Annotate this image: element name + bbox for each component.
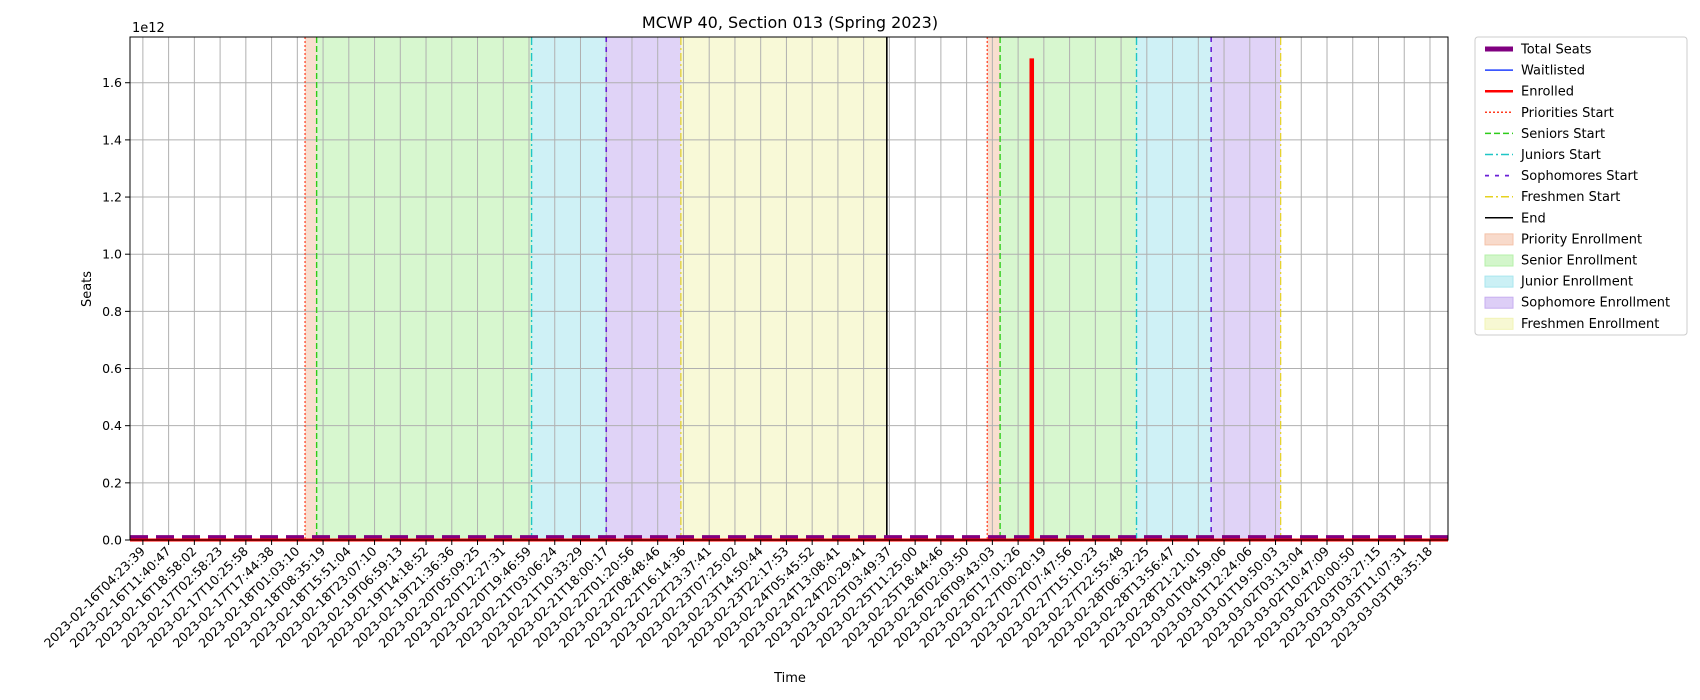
- x-axis: 2023-02-16T04:23:392023-02-16T11:40:4720…: [41, 540, 1435, 651]
- phase-band-4: [680, 37, 887, 540]
- legend-swatch: [1484, 317, 1514, 330]
- phase-band-8: [1211, 37, 1281, 540]
- y-axis: 0.0 0.2 0.4 0.6 0.8 1.0 1.2 1.4 1.6: [102, 75, 130, 548]
- legend-entry: Enrolled: [1521, 85, 1574, 100]
- y-tick-label: 0.4: [102, 418, 122, 433]
- y-tick-label: 1.4: [102, 132, 122, 147]
- phase-layer: [305, 37, 1281, 540]
- legend-swatch: [1484, 233, 1514, 246]
- chart-title: MCWP 40, Section 013 (Spring 2023): [642, 13, 938, 32]
- y-tick-label: 0.2: [102, 475, 122, 490]
- x-axis-label: Time: [773, 671, 806, 686]
- y-tick-label: 0.8: [102, 304, 122, 319]
- legend-swatch: [1484, 296, 1514, 309]
- legend-entry: Freshmen Enrollment: [1521, 317, 1659, 332]
- legend-entry: Sophomores Start: [1521, 169, 1638, 184]
- legend-box: [1474, 36, 1688, 336]
- phase-band-5: [987, 37, 1001, 540]
- phase-band-7: [1136, 37, 1212, 540]
- phase-band-2: [531, 37, 607, 540]
- legend-entry: Total Seats: [1520, 43, 1592, 58]
- legend-entry: Senior Enrollment: [1521, 254, 1637, 269]
- legend-entry: Priority Enrollment: [1521, 232, 1642, 247]
- phase-band-0: [305, 37, 317, 540]
- legend-entry: Seniors Start: [1521, 127, 1605, 142]
- legend-entry: Junior Enrollment: [1520, 275, 1633, 290]
- y-tick-label: 1.0: [102, 247, 122, 262]
- y-scale-label: 1e12: [132, 21, 165, 36]
- phase-band-6: [1000, 37, 1137, 540]
- legend-swatch: [1484, 275, 1514, 288]
- y-tick-label: 0.0: [102, 533, 122, 548]
- legend-entry: Sophomore Enrollment: [1521, 296, 1670, 311]
- plot-frame: [129, 36, 1449, 541]
- y-tick-label: 1.2: [102, 190, 122, 205]
- phase-band-1: [316, 37, 532, 540]
- legend-entry: Priorities Start: [1521, 106, 1614, 121]
- legend-entry: Waitlisted: [1521, 64, 1585, 79]
- legend-entry: Freshmen Start: [1521, 190, 1620, 205]
- y-tick-label: 1.6: [102, 75, 122, 90]
- legend-entry: End: [1521, 211, 1546, 226]
- y-tick-label: 0.6: [102, 361, 122, 376]
- legend: Total Seats Waitlisted Enrolled Priorities …: [1474, 36, 1688, 336]
- event-layer: [304, 37, 1282, 540]
- phase-band-3: [606, 37, 681, 540]
- legend-swatch: [1484, 254, 1514, 267]
- y-axis-label: Seats: [80, 271, 95, 307]
- legend-entry: Juniors Start: [1520, 148, 1601, 163]
